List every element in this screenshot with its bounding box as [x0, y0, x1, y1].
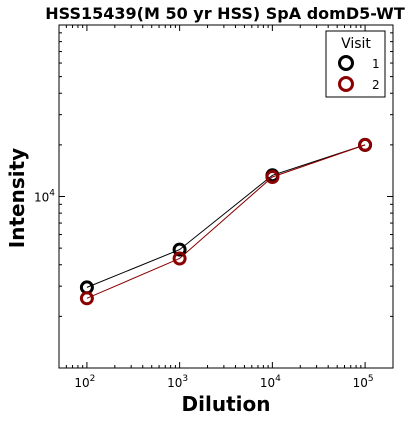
legend-marker-2 — [338, 76, 354, 92]
data-point-series-1 — [172, 242, 187, 257]
data-point-series-2 — [358, 137, 373, 152]
legend-label-2: 2 — [372, 78, 380, 92]
y-tick-label: 104 — [34, 189, 55, 205]
data-point-series-2 — [172, 251, 187, 266]
x-tick-label: 105 — [353, 374, 374, 390]
series-line-1 — [86, 144, 366, 288]
legend-label-1: 1 — [372, 57, 380, 71]
x-tick-label: 102 — [74, 374, 95, 390]
x-tick-label: 104 — [260, 374, 281, 390]
data-point-series-2 — [265, 170, 280, 184]
series-layer — [79, 137, 373, 306]
legend-title: Visit — [341, 36, 371, 52]
data-point-series-2 — [79, 291, 94, 306]
series-line-2 — [86, 144, 366, 299]
legend-box — [325, 30, 386, 98]
legend-marker-1 — [338, 55, 354, 71]
y-axis-label: Intensity — [5, 148, 29, 248]
x-axis-label: Dilution — [182, 392, 271, 416]
x-tick-label: 103 — [167, 374, 188, 390]
legend: Visit 1 2 — [325, 30, 386, 98]
chart-title: HSS15439(M 50 yr HSS) SpA domD5-WT — [45, 4, 405, 23]
